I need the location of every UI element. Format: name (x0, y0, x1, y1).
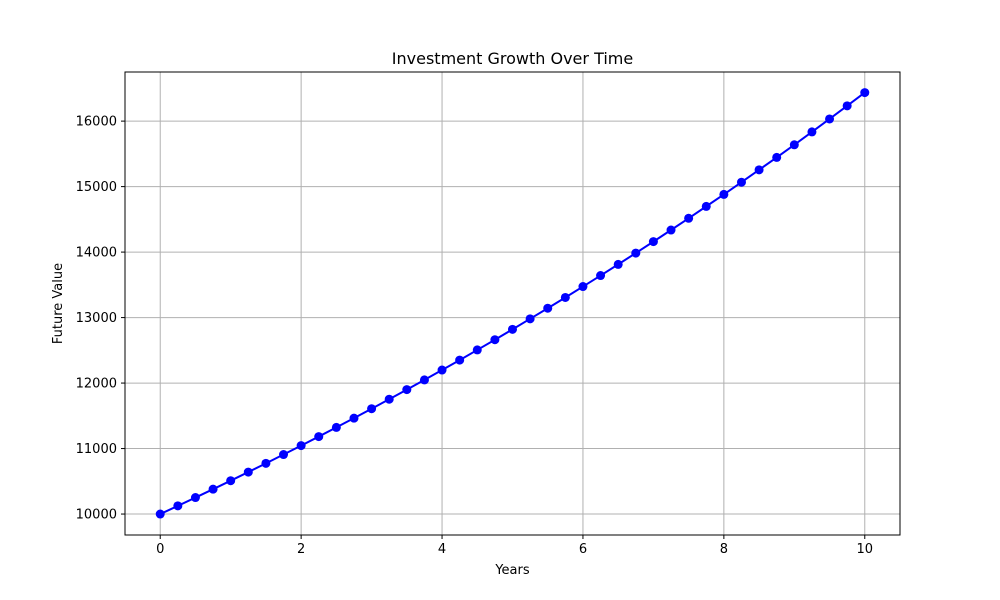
data-point (349, 413, 359, 423)
x-tick-label: 10 (856, 542, 873, 557)
data-point (472, 345, 482, 355)
y-tick-label: 11000 (76, 442, 117, 457)
data-point (226, 476, 236, 486)
data-point (578, 282, 588, 292)
data-point (314, 432, 324, 442)
data-point (261, 458, 271, 468)
data-point (701, 201, 711, 211)
y-axis-label: Future Value (51, 263, 66, 344)
data-point (560, 292, 570, 302)
x-tick-label: 0 (156, 542, 164, 557)
x-tick-label: 6 (579, 542, 587, 557)
data-point (684, 213, 694, 223)
y-tick-label: 14000 (76, 246, 117, 261)
data-point (173, 501, 183, 511)
data-point (525, 314, 535, 324)
data-point (596, 271, 606, 281)
chart-title: Investment Growth Over Time (392, 49, 633, 68)
y-tick-label: 13000 (76, 311, 117, 326)
x-tick-label: 4 (438, 542, 446, 557)
data-point (296, 441, 306, 451)
series-line (159, 91, 866, 515)
data-point (754, 165, 764, 175)
y-tick-label: 10000 (76, 508, 117, 523)
data-point (613, 259, 623, 269)
y-tick-label: 16000 (76, 115, 117, 130)
data-point (243, 467, 253, 477)
data-point (666, 225, 676, 235)
data-point (508, 324, 517, 334)
data-point (648, 237, 658, 247)
data-point (789, 140, 799, 150)
data-point (155, 509, 165, 519)
data-point (825, 114, 835, 124)
data-point (331, 422, 341, 432)
data-point (772, 152, 782, 162)
data-point (190, 493, 200, 503)
data-point (437, 365, 447, 375)
y-tick-label: 15000 (76, 180, 117, 195)
x-axis-label: Years (494, 563, 530, 578)
data-point (631, 248, 641, 258)
data-point (736, 177, 746, 187)
data-point (402, 385, 412, 395)
data-point (367, 404, 377, 414)
ticks-layer: 0 2 4 6 8 10 10000 11000 12000 13000 14000 15000 160… (76, 115, 873, 557)
data-point (543, 303, 553, 313)
data-point (455, 355, 465, 365)
x-tick-label: 8 (720, 542, 728, 557)
data-point (842, 101, 852, 111)
data-point (490, 335, 500, 345)
data-point (208, 484, 218, 494)
x-tick-label: 2 (297, 542, 305, 557)
data-point (279, 450, 289, 460)
plot-frame (124, 71, 901, 536)
grid-layer (125, 72, 900, 535)
data-point (719, 189, 729, 199)
data-point (860, 88, 870, 98)
y-tick-label: 12000 (76, 377, 117, 392)
data-point (419, 375, 429, 385)
data-point (384, 394, 394, 404)
series-layer (155, 88, 870, 519)
data-point (807, 127, 817, 137)
